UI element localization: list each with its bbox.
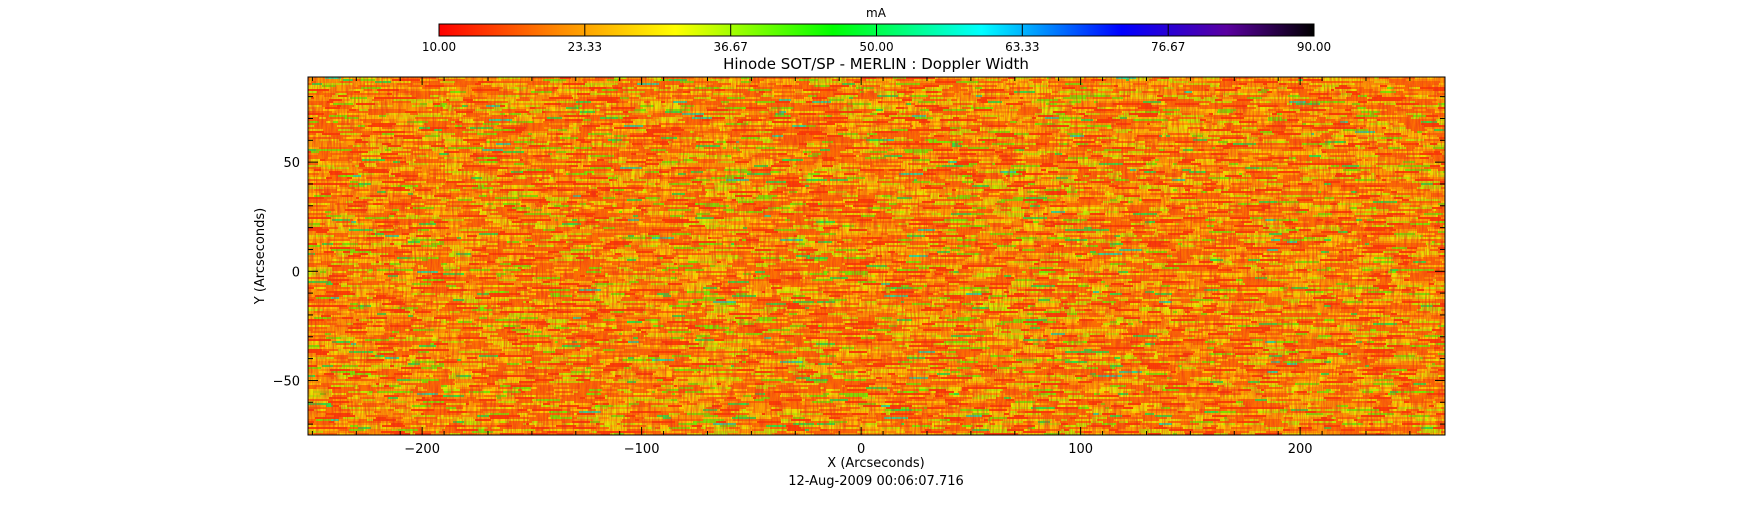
colorbar-tick-label: 90.00 [1297, 40, 1331, 54]
heatmap-cell [1444, 139, 1445, 141]
colorbar-tick-label: 10.00 [422, 40, 456, 54]
colorbar-ticks: 10.00 23.33 36.67 50.00 63.33 76.67 90.00 [422, 24, 1331, 54]
heatmap-cell [1444, 147, 1445, 149]
heatmap-cell [1444, 111, 1445, 113]
colorbar-tick-label: 50.00 [859, 40, 893, 54]
heatmap-cell [1443, 185, 1445, 187]
colorbar: mA 10.00 23.33 36.67 50.00 63.33 76.67 90.00 [422, 6, 1331, 54]
colorbar-unit-label: mA [866, 6, 887, 20]
heatmap-cell [1444, 191, 1445, 193]
colorbar-tick-label: 36.67 [714, 40, 748, 54]
heatmap-cell [1444, 155, 1445, 157]
colorbar-tick-label: 23.33 [568, 40, 602, 54]
colorbar-tick-label: 76.67 [1151, 40, 1185, 54]
chart-title: Hinode SOT/SP - MERLIN : Doppler Width [723, 55, 1029, 73]
heatmap-cell [1443, 171, 1445, 173]
colorbar-tick-label: 63.33 [1005, 40, 1039, 54]
heatmap-field [308, 77, 1445, 435]
heatmap-cell [1444, 127, 1445, 129]
heatmap-cell [1443, 79, 1445, 81]
